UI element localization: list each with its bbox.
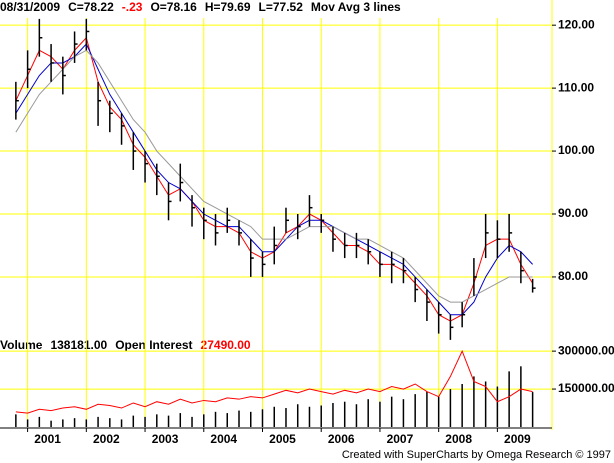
header-item: O=78.16 bbox=[150, 0, 197, 14]
x-tick-label: 2003 bbox=[152, 432, 179, 446]
header-item: 138181.00 bbox=[50, 338, 107, 352]
footer: Created with SuperCharts by Omega Resear… bbox=[342, 449, 611, 461]
x-tick-label: 2009 bbox=[504, 432, 531, 446]
y-tick-label: 90.00 bbox=[558, 206, 588, 220]
header-item: 08/31/2009 bbox=[0, 0, 60, 14]
y-tick-label: 110.00 bbox=[558, 80, 594, 94]
x-tick-label: 2007 bbox=[387, 432, 414, 446]
volume-header: Volume 138181.00 Open Interest 27490.00 bbox=[0, 338, 251, 352]
header-item: H=79.69 bbox=[205, 0, 251, 14]
header-item: C=78.22 bbox=[68, 0, 114, 14]
y-tick-label: 120.00 bbox=[558, 17, 595, 31]
x-tick-label: 2004 bbox=[210, 432, 237, 446]
x-tick-label: 2005 bbox=[269, 432, 296, 446]
y-tick-label: 80.00 bbox=[558, 269, 588, 283]
y-tick-label: 100.00 bbox=[558, 143, 595, 157]
header-item: L=77.52 bbox=[259, 0, 304, 14]
x-tick-label: 2002 bbox=[93, 432, 120, 446]
header-item: Open Interest bbox=[115, 338, 192, 352]
y-tick-label: 300000.00 bbox=[558, 343, 614, 357]
x-tick-label: 2008 bbox=[445, 432, 472, 446]
header-item: Mov Avg 3 lines bbox=[311, 0, 401, 14]
x-tick-label: 2006 bbox=[328, 432, 355, 446]
price-header: 08/31/2009 C=78.22 -.23 O=78.16 H=79.69 L=77.… bbox=[0, 0, 401, 14]
header-item: 27490.00 bbox=[201, 338, 251, 352]
header-item: -.23 bbox=[122, 0, 143, 14]
open-interest-line bbox=[15, 349, 533, 414]
header-item: Volume bbox=[0, 338, 43, 352]
y-tick-label: 150000.00 bbox=[558, 381, 614, 395]
x-tick-label: 2001 bbox=[34, 432, 61, 446]
